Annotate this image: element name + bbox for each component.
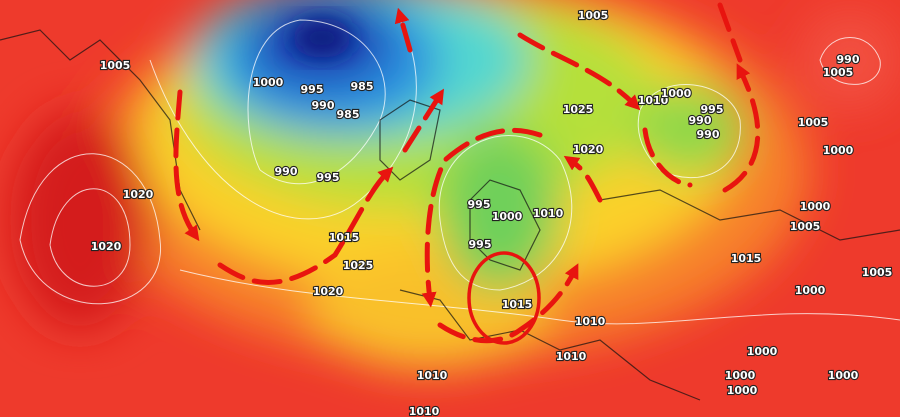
- isobar-label: 990: [312, 99, 335, 112]
- isobar-label: 990: [697, 128, 720, 141]
- isobar-label: 995: [469, 238, 492, 251]
- isobar-label: 1000: [823, 144, 854, 157]
- isobar-label: 1000: [661, 87, 692, 100]
- isobar-label: 1000: [727, 384, 758, 397]
- isobar-label: 1010: [575, 315, 606, 328]
- isobar-label: 995: [301, 83, 324, 96]
- isobar-label: 1020: [573, 143, 604, 156]
- isobar-label: 1005: [862, 266, 893, 279]
- isobar-label: 995: [468, 198, 491, 211]
- isobar-label: 990: [689, 114, 712, 127]
- isobar-label: 985: [351, 80, 374, 93]
- isobar-label: 1010: [533, 207, 564, 220]
- isobar-label: 1000: [725, 369, 756, 382]
- isobar-label: 1005: [100, 59, 131, 72]
- isobar-label: 1000: [828, 369, 859, 382]
- isobar-label: 1005: [823, 66, 854, 79]
- isobar-label: 1005: [578, 9, 609, 22]
- isobar-label: 1000: [747, 345, 778, 358]
- isobar-label: 990: [275, 165, 298, 178]
- isobar-label: 990: [837, 53, 860, 66]
- highlight-circle: [467, 251, 541, 345]
- isobar-label: 1010: [638, 94, 669, 107]
- isobar-label: 1010: [417, 369, 448, 382]
- flow-arrows: [173, 2, 761, 344]
- isobar-label: 1010: [556, 350, 587, 363]
- isobar-label: 1005: [798, 116, 829, 129]
- isobar-label: 995: [701, 103, 724, 116]
- isobar-label: 1000: [800, 200, 831, 213]
- isobars: [19, 19, 900, 325]
- isobar-label: 1025: [343, 259, 374, 272]
- low-core: [292, 18, 352, 58]
- isobar-label: 1025: [563, 103, 594, 116]
- isobar-label: 1020: [313, 285, 344, 298]
- isobar-label: 1010: [409, 405, 440, 417]
- isobar-label: 1015: [502, 298, 533, 311]
- isobar-label: 1015: [731, 252, 762, 265]
- isobar-label: 1020: [91, 240, 122, 253]
- isobar-label: 1015: [329, 231, 360, 244]
- isobar-label: 1005: [790, 220, 821, 233]
- isobar-label: 985: [337, 108, 360, 121]
- isobar-label: 1000: [492, 210, 523, 223]
- isobar-label: 1020: [123, 188, 154, 201]
- isobar-label: 1000: [795, 284, 826, 297]
- isobar-label: 995: [317, 171, 340, 184]
- isobar-label: 1000: [253, 76, 284, 89]
